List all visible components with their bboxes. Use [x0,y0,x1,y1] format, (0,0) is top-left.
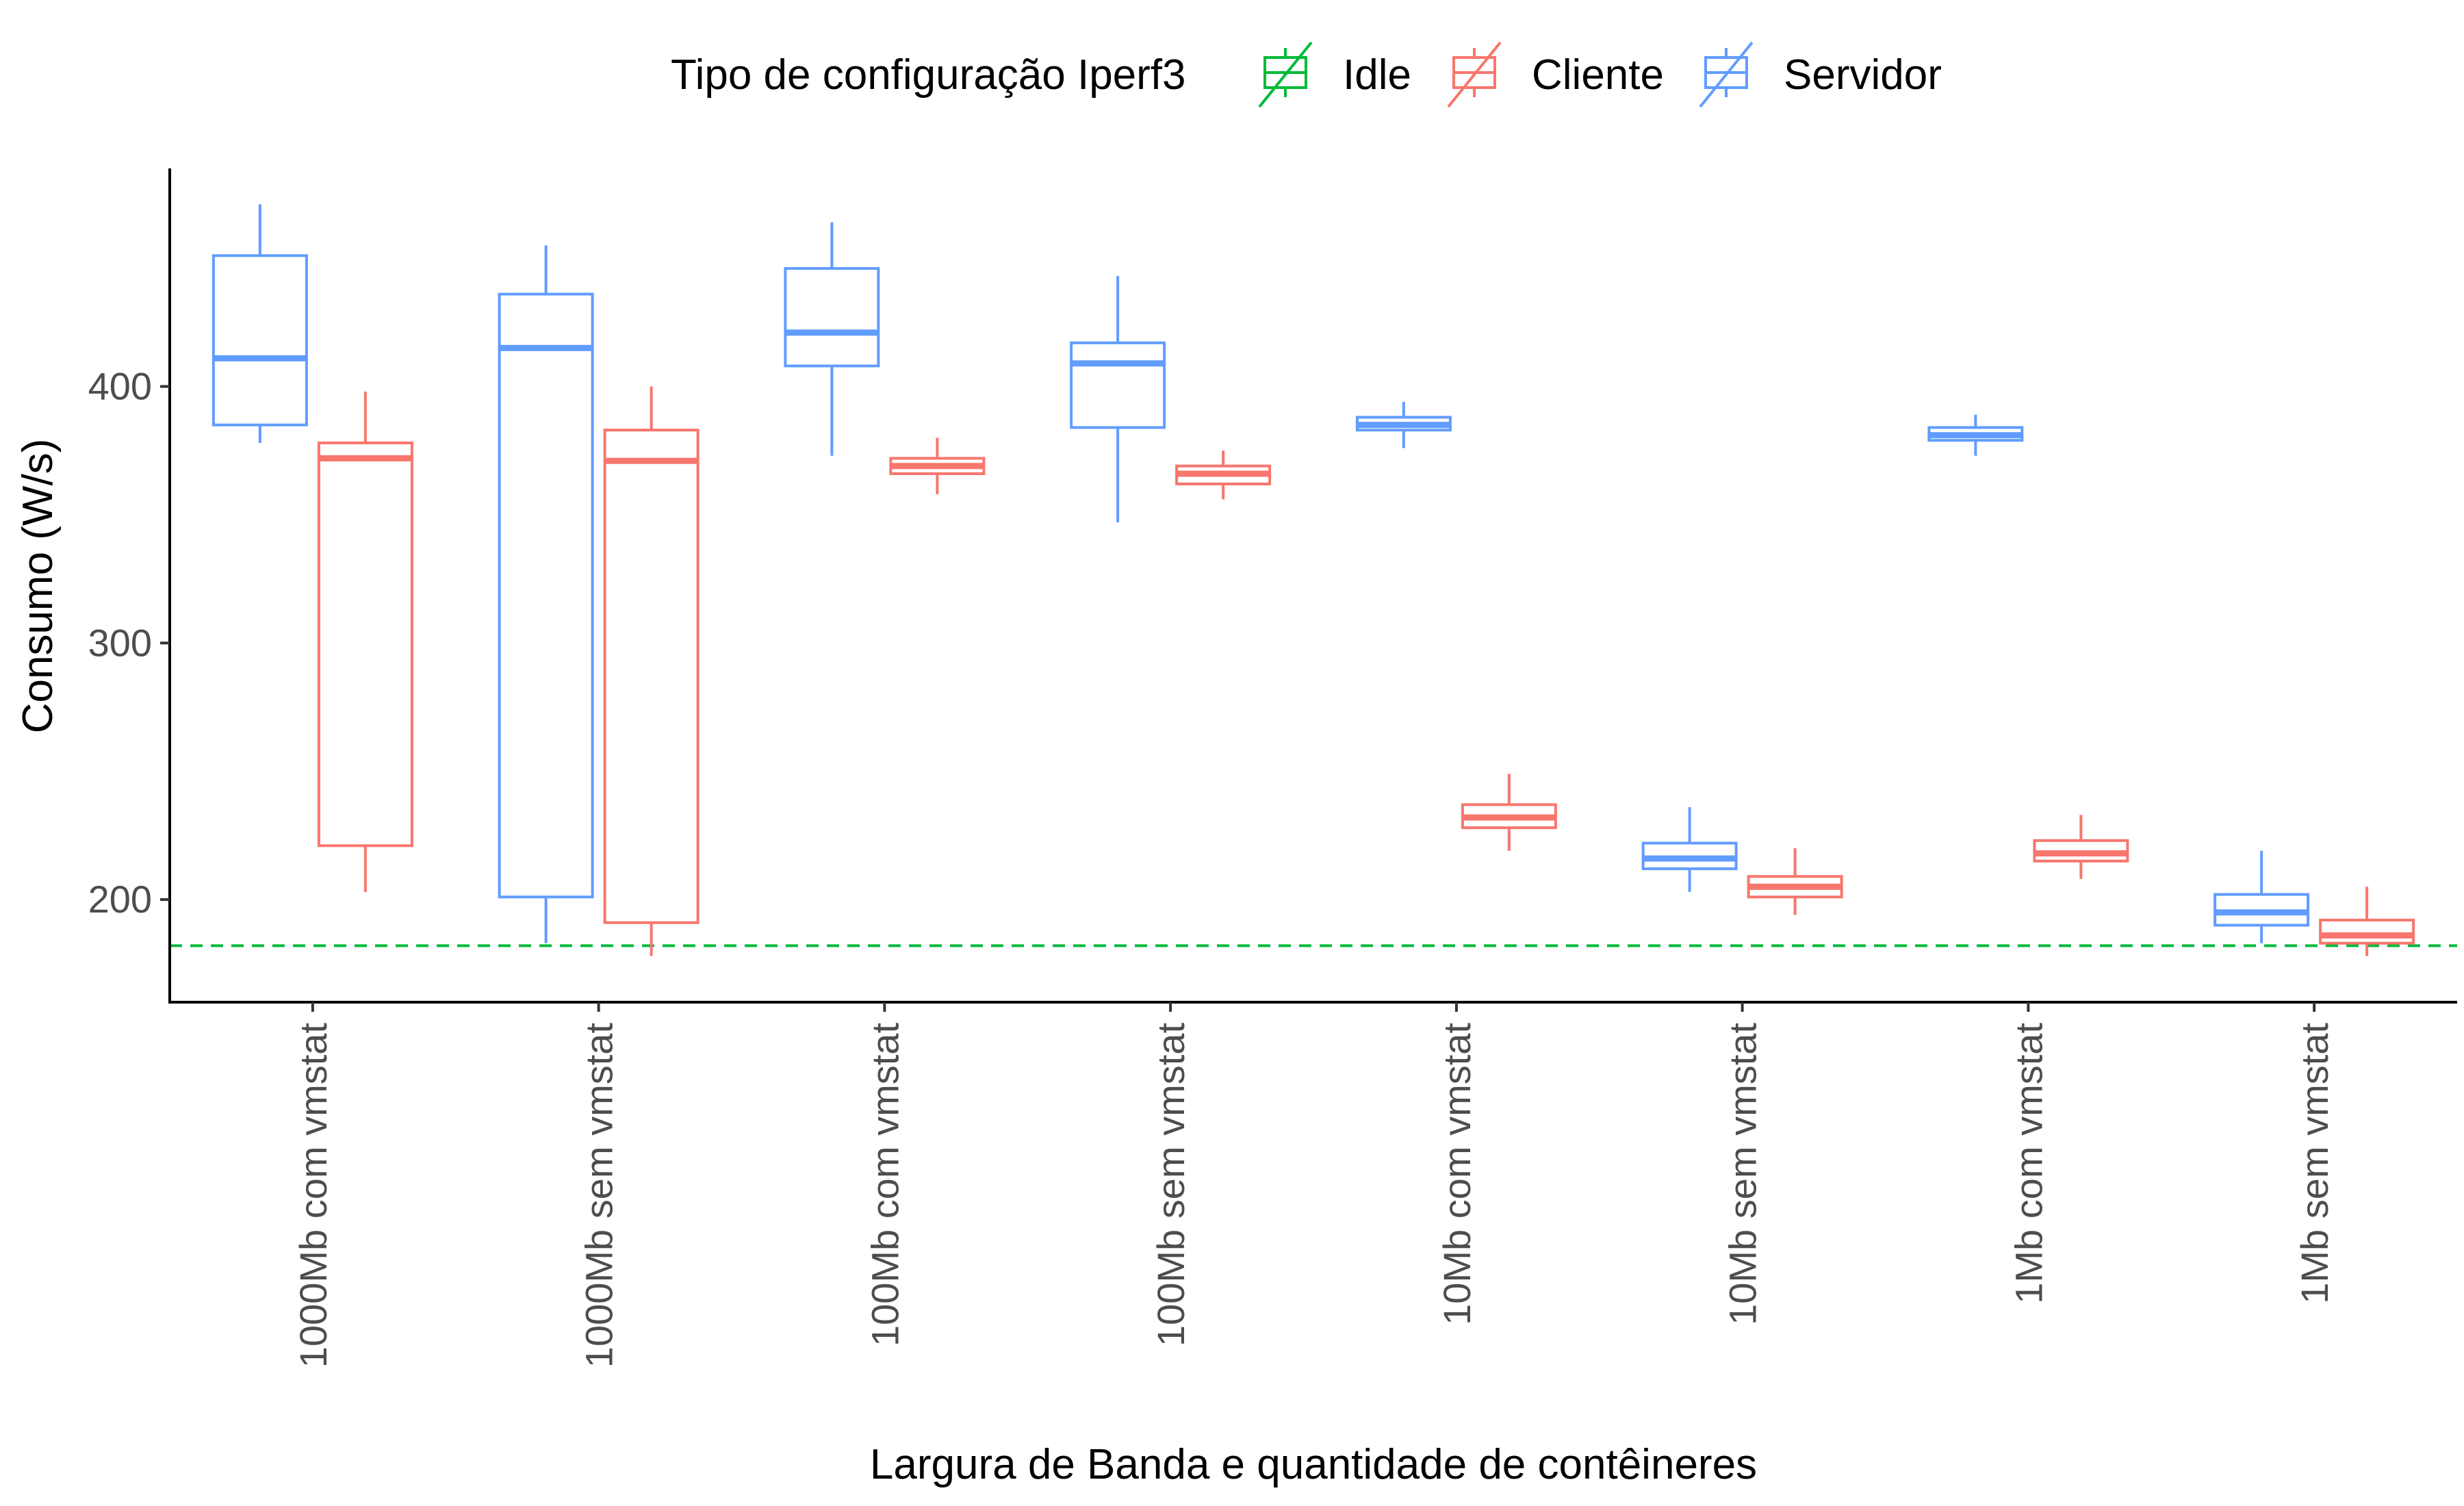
x-tick-label: 100Mb com vmstat [863,1023,906,1347]
legend-key-idle [1258,41,1313,108]
x-tick-label: 1Mb com vmstat [2007,1023,2050,1304]
legend: Tipo de configuração Iperf3 Idle Cliente S… [671,41,1942,108]
legend-item-cliente: Cliente [1447,41,1664,108]
x-tick-label: 10Mb com vmstat [1435,1023,1478,1325]
legend-key-cliente [1447,41,1502,108]
box-cliente-1mb-com-vmstat [2033,815,2129,880]
box-cliente-100mb-com-vmstat [889,437,986,494]
y-axis-ticks: 200 300 400 [88,365,170,921]
box-servidor-10mb-com-vmstat [1355,402,1452,448]
x-tick-label: 1000Mb sem vmstat [578,1023,621,1368]
plot-area: 200 300 400 1000Mb com vmstat 1000Mb sem vm… [88,168,2457,1368]
box-servidor-1000mb-com-vmstat [211,204,308,444]
x-tick-label: 10Mb sem vmstat [1721,1023,1764,1325]
x-tick-label: 1Mb sem vmstat [2293,1023,2336,1304]
legend-label: Idle [1343,51,1411,99]
y-tick-label: 400 [88,365,152,408]
legend-label: Servidor [1784,51,1942,99]
box-iqr [2319,919,2415,945]
legend-key-servidor [1699,41,1754,108]
box-servidor-100mb-sem-vmstat [1070,276,1166,523]
boxplots [211,204,2415,956]
box-iqr [603,429,700,924]
box-cliente-1000mb-com-vmstat [317,392,413,892]
box-iqr [784,267,880,368]
y-axis-title: Consumo (W/s) [14,439,62,734]
box-servidor-1mb-sem-vmstat [2213,850,2310,943]
box-cliente-100mb-sem-vmstat [1175,450,1272,500]
box-cliente-10mb-com-vmstat [1461,774,1557,851]
box-servidor-1000mb-sem-vmstat [498,245,594,943]
x-tick-label: 100Mb sem vmstat [1149,1023,1192,1347]
x-tick-label: 1000Mb com vmstat [292,1023,335,1368]
x-axis-ticks: 1000Mb com vmstat 1000Mb sem vmstat 100Mb … [292,1002,2336,1368]
box-iqr [317,442,413,847]
box-servidor-1mb-com-vmstat [1927,414,2024,456]
legend-label: Cliente [1532,51,1664,99]
y-tick-label: 300 [88,621,152,664]
box-iqr [498,292,594,899]
legend-items: Idle Cliente Servidor [1258,41,1942,108]
box-servidor-10mb-sem-vmstat [1641,807,1738,892]
box-cliente-10mb-sem-vmstat [1747,848,1843,915]
box-cliente-1mb-sem-vmstat [2319,886,2415,956]
box-servidor-100mb-com-vmstat [784,222,880,456]
box-cliente-1000mb-sem-vmstat [603,386,700,956]
legend-item-servidor: Servidor [1699,41,1942,108]
y-tick-label: 200 [88,878,152,921]
legend-title: Tipo de configuração Iperf3 [671,51,1186,99]
x-axis-title: Largura de Banda e quantidade de contêin… [870,1441,1757,1488]
box-iqr [1070,341,1166,429]
box-iqr [211,254,308,426]
legend-item-idle: Idle [1258,41,1411,108]
